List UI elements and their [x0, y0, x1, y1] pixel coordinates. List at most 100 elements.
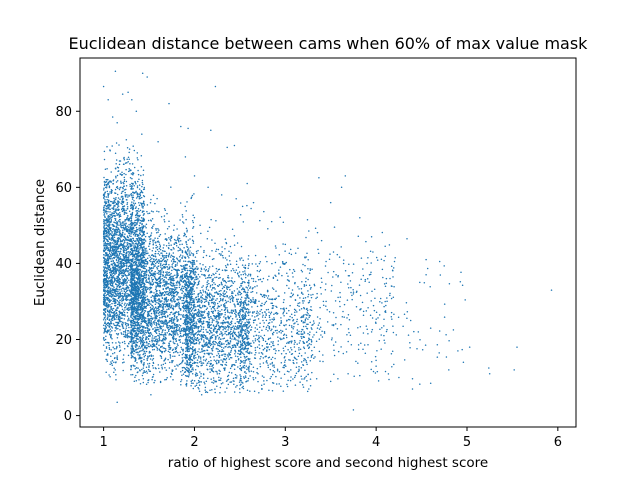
data-point — [103, 254, 105, 256]
data-point — [120, 272, 123, 275]
data-point — [112, 262, 114, 265]
data-point — [103, 184, 106, 187]
data-point — [173, 289, 176, 292]
data-point — [118, 212, 121, 214]
data-point — [113, 351, 116, 354]
data-point — [106, 190, 109, 193]
data-point — [115, 258, 118, 261]
data-point — [140, 230, 143, 233]
data-point — [105, 347, 108, 349]
data-point — [119, 243, 121, 245]
data-point — [139, 347, 142, 349]
data-point — [151, 267, 153, 269]
data-point — [115, 254, 117, 256]
data-point — [154, 319, 156, 321]
data-point — [127, 239, 129, 241]
data-point — [106, 280, 108, 282]
data-point — [125, 185, 128, 187]
data-point — [126, 205, 129, 208]
data-point — [160, 357, 163, 359]
data-point — [116, 222, 119, 225]
data-point — [121, 302, 123, 305]
data-point — [126, 242, 128, 244]
data-point — [149, 324, 152, 326]
data-point — [163, 260, 166, 263]
data-point — [133, 350, 135, 353]
data-point — [158, 344, 160, 347]
data-point — [102, 294, 105, 297]
data-point — [186, 229, 188, 231]
data-point — [148, 248, 151, 250]
data-point — [141, 304, 144, 306]
data-point — [119, 280, 121, 283]
data-point — [177, 272, 179, 275]
data-point — [140, 190, 143, 193]
data-point — [105, 323, 108, 326]
data-point — [129, 162, 131, 165]
data-point — [116, 336, 119, 339]
data-point — [159, 248, 162, 251]
data-point — [125, 304, 128, 306]
data-point — [139, 330, 141, 333]
data-point — [147, 337, 150, 340]
data-point — [140, 295, 142, 297]
data-point — [102, 240, 105, 243]
data-point — [103, 304, 105, 306]
data-point — [107, 324, 109, 327]
data-point — [163, 303, 165, 305]
data-point — [105, 235, 107, 238]
data-point — [130, 224, 132, 227]
data-point — [147, 281, 150, 284]
data-point — [125, 212, 128, 214]
data-point — [115, 316, 118, 318]
data-point — [162, 341, 165, 344]
data-point — [140, 320, 143, 323]
data-point — [111, 342, 114, 344]
data-point — [103, 201, 106, 203]
data-point — [155, 229, 157, 231]
data-point — [126, 286, 128, 289]
data-point — [105, 326, 107, 328]
data-point — [174, 260, 177, 263]
data-point — [191, 293, 194, 296]
data-point — [135, 276, 137, 279]
data-point — [108, 280, 110, 282]
data-point — [132, 232, 134, 234]
data-point — [143, 358, 145, 361]
data-point — [122, 186, 124, 189]
data-point — [123, 213, 126, 215]
data-point — [191, 235, 194, 238]
data-point — [153, 265, 155, 268]
data-point — [112, 289, 115, 291]
data-point — [152, 355, 154, 357]
data-point — [134, 287, 136, 289]
data-point — [137, 221, 139, 223]
data-point — [138, 277, 140, 280]
data-point — [138, 345, 141, 347]
data-point — [141, 229, 143, 231]
data-point — [178, 306, 180, 308]
data-point — [116, 307, 118, 309]
data-point — [106, 289, 109, 292]
data-point — [134, 202, 137, 205]
data-point — [117, 275, 120, 277]
data-point — [191, 291, 193, 294]
data-point — [113, 316, 115, 318]
data-point — [143, 203, 145, 205]
data-point — [184, 205, 186, 208]
data-point — [168, 271, 171, 274]
data-point — [142, 220, 145, 222]
data-point — [140, 202, 142, 204]
data-point — [104, 291, 106, 293]
data-point — [122, 259, 125, 262]
data-point — [156, 266, 158, 269]
data-point — [113, 254, 116, 256]
data-point — [127, 260, 130, 263]
data-point — [139, 231, 141, 233]
data-point — [118, 324, 120, 327]
data-point — [121, 246, 124, 249]
data-point — [118, 310, 120, 313]
data-point — [154, 295, 156, 298]
data-point — [162, 342, 164, 345]
plot-area — [80, 58, 576, 427]
